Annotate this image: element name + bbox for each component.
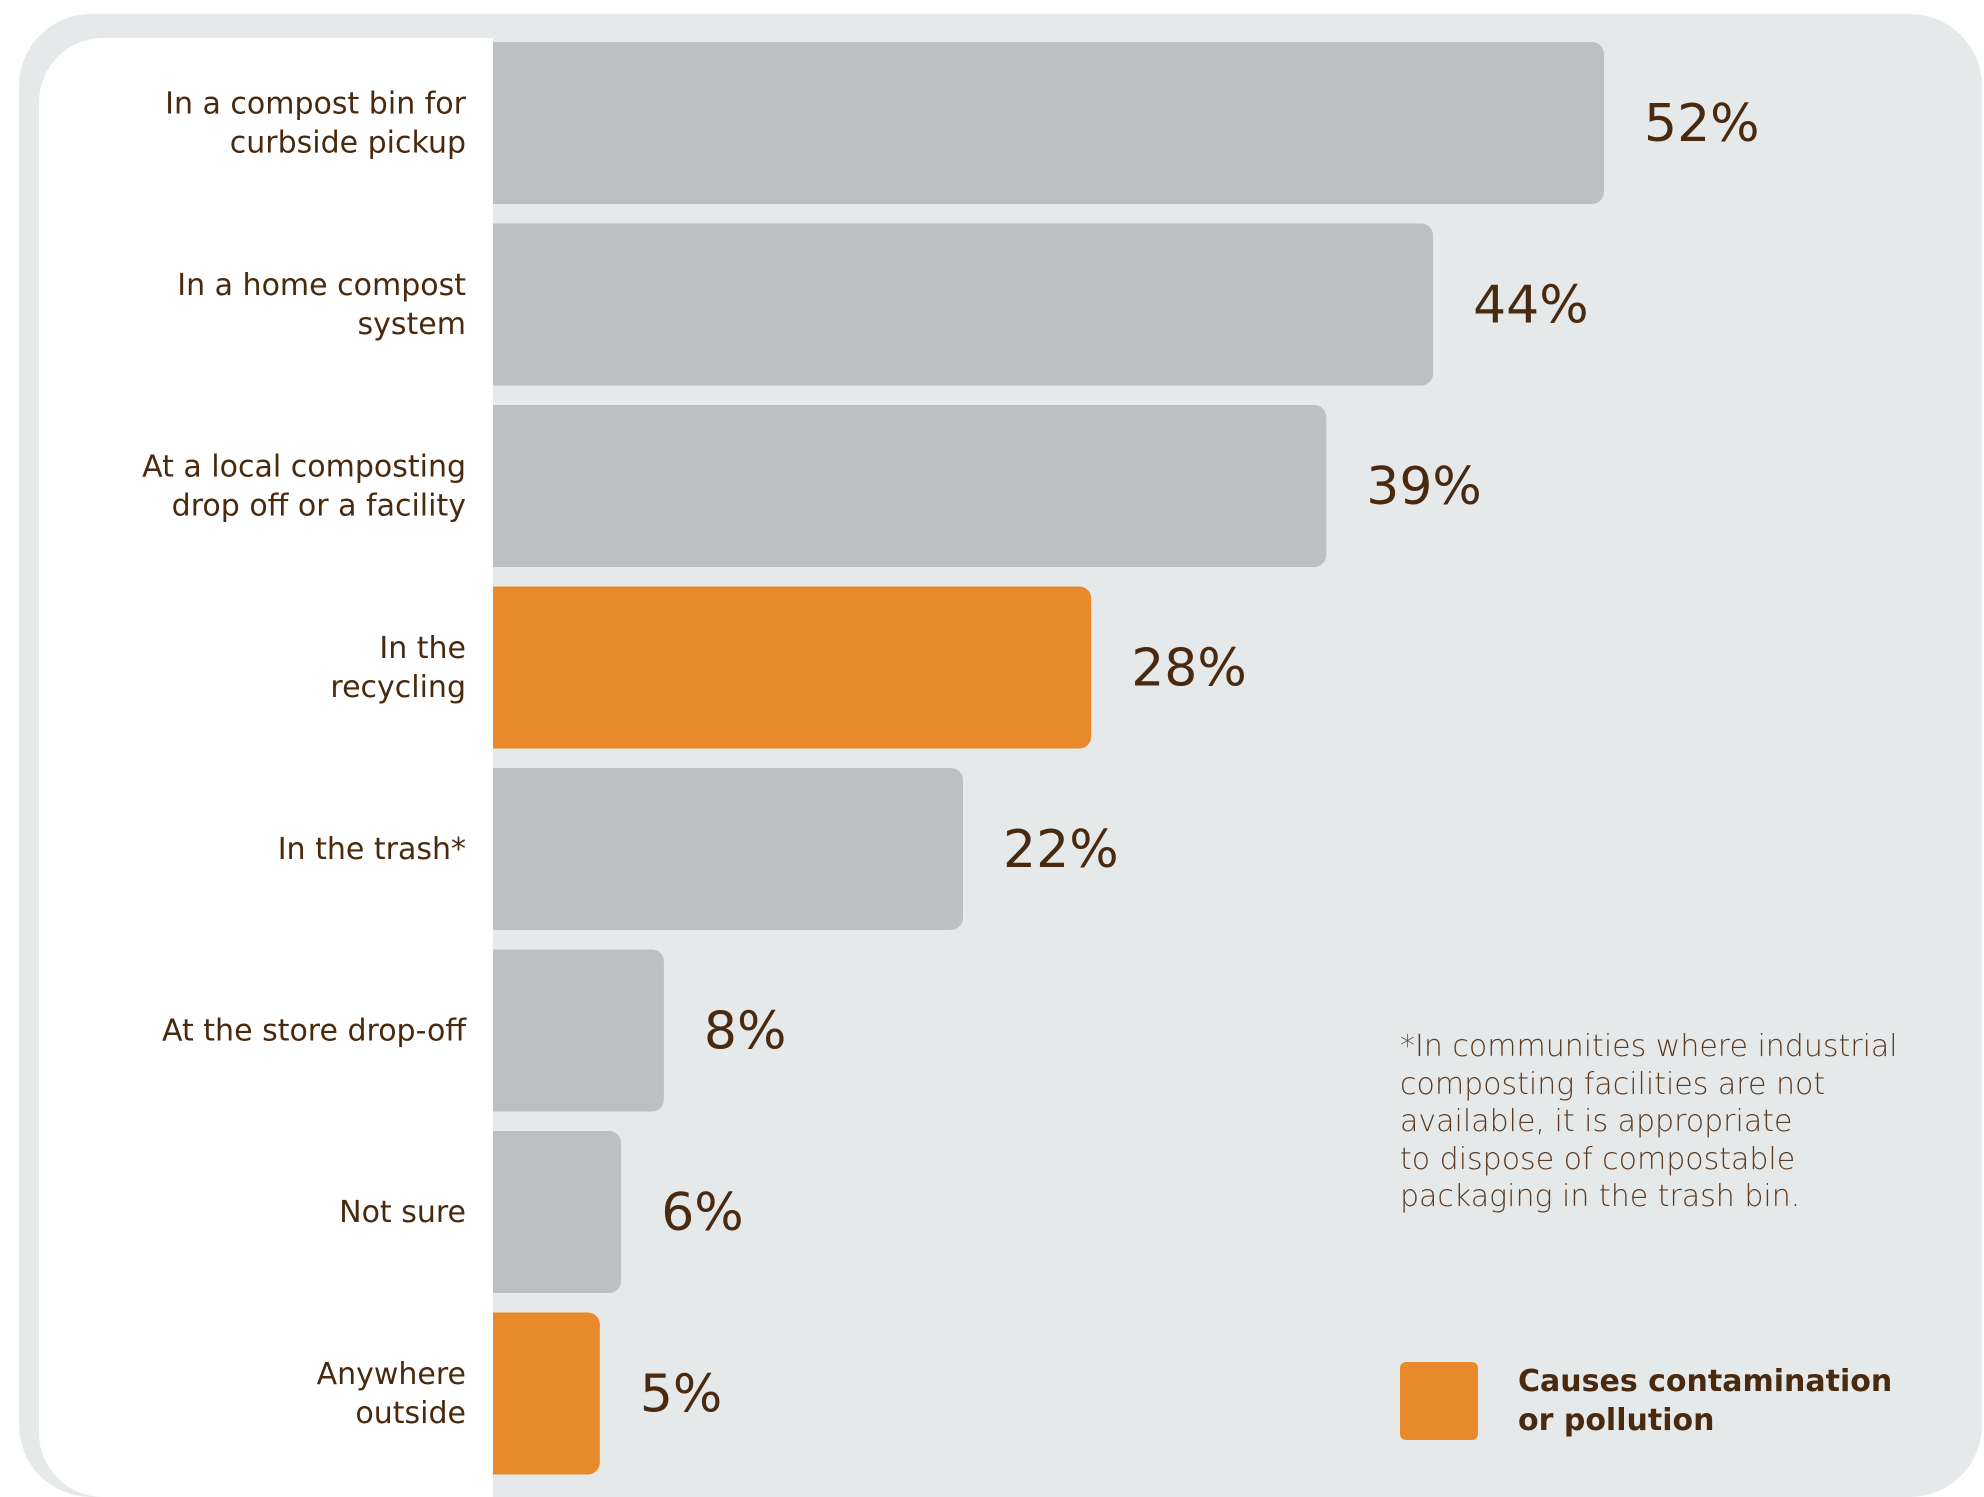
legend-label-line: Causes contamination [1518,1364,1893,1399]
category-label: Anywhere [317,1357,466,1392]
category-label: At a local composting [142,450,466,485]
legend-label-line: or pollution [1518,1403,1715,1438]
bar [493,405,1327,567]
value-label: 52% [1644,94,1760,154]
category-label: In the [379,631,466,666]
category-label-panel [39,38,493,1497]
bar [493,1312,600,1475]
category-label: In a home compost [177,268,466,303]
value-label: 6% [661,1183,744,1243]
bar [493,586,1092,749]
footnote: *In communities where industrial compost… [1400,1028,1960,1216]
legend-swatch [1400,1362,1478,1440]
value-label: 44% [1473,276,1589,336]
category-label: curbside pickup [230,126,466,161]
footnote-line: packaging in the trash bin. [1400,1179,1801,1214]
category-label: outside [355,1396,466,1431]
category-label: At the store drop-off [162,1014,467,1049]
category-label: recycling [330,670,466,705]
category-label: drop off or a facility [172,489,466,524]
footnote-line: *In communities where industrial [1400,1029,1898,1064]
value-label: 39% [1366,457,1482,517]
legend-label: Causes contamination or pollution [1518,1362,1938,1440]
footnote-line: available, it is appropriate [1400,1104,1793,1139]
value-label: 5% [640,1365,723,1425]
category-label: Not sure [339,1195,466,1230]
category-label: In a compost bin for [165,87,467,122]
bar [493,1131,622,1293]
bar [493,42,1604,204]
bar [493,949,664,1112]
value-label: 8% [704,1002,787,1062]
bar [493,223,1434,386]
category-label: In the trash* [278,832,466,867]
footnote-line: to dispose of compostable [1400,1141,1796,1177]
value-label: 22% [1003,820,1119,880]
footnote-line: composting facilities are not [1400,1066,1826,1102]
category-label: system [358,307,466,342]
value-label: 28% [1131,639,1247,699]
bar [493,768,964,930]
